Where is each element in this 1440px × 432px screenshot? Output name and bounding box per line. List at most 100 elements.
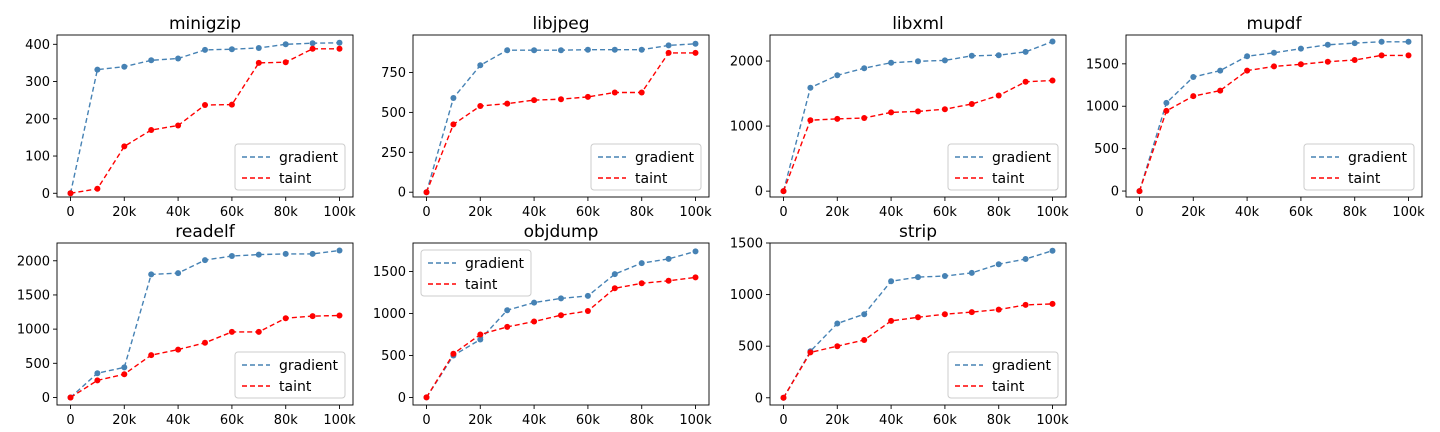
data-point-taint [1324,58,1331,65]
data-point-taint [175,346,182,353]
data-point-gradient [1351,40,1358,47]
x-tick-label: 20k [468,205,493,220]
data-point-taint [834,343,841,350]
legend: gradient taint [947,143,1059,191]
data-point-gradient [558,295,564,302]
data-point-gradient [228,253,235,259]
data-point-taint [504,323,511,330]
data-point-taint [1244,67,1251,74]
data-point-taint [1217,87,1224,94]
x-tick-label: 40k [522,205,547,220]
x-tick-label: 60k [220,205,245,220]
legend-label-gradient: gradient [992,150,1051,166]
legend-label-gradient: gradient [635,150,694,166]
data-point-taint [968,101,975,107]
data-point-gradient [584,46,591,53]
y-tick-label: 2000 [17,254,50,269]
data-point-taint [1022,78,1029,85]
x-tick-label: 60k [1289,205,1314,220]
axes-frame [412,242,710,406]
data-point-gradient [638,46,645,53]
data-point-taint [1351,57,1358,63]
data-point-gradient [941,57,948,64]
data-point-taint [175,122,182,129]
legend-label-taint: taint [1348,171,1381,187]
data-point-gradient [968,52,975,59]
data-point-taint [1049,300,1056,307]
data-point-gradient [309,250,316,257]
data-point-gradient [504,47,511,54]
data-point-gradient [1022,256,1029,262]
y-tick-label: 200 [25,112,50,127]
data-point-taint [692,274,699,281]
data-point-gradient [611,271,618,278]
x-tick-label: 40k [879,205,904,220]
data-point-taint [995,306,1002,313]
data-point-gradient [336,39,343,46]
data-point-gradient [692,248,699,255]
data-point-taint [255,59,262,66]
x-tick-label: 80k [987,413,1012,428]
chart-minigzip: minigzip 0 20k 40k 60k 80k 100k 0 100 200 300 400 gr… [25,14,356,220]
data-point-gradient [665,255,672,262]
chart-libxml: libxml 0 20k 40k 60k 80k 100k 0 1000 2000 gradient… [730,14,1069,220]
data-point-gradient [228,46,235,53]
x-tick-label: 60k [933,205,958,220]
y-tick-label: 500 [381,349,406,364]
legend-label-taint: taint [465,277,498,293]
data-point-gradient [1022,48,1029,55]
x-tick-label: 40k [166,413,191,428]
legend-label-taint: taint [992,171,1025,187]
chart-title: libjpeg [532,14,589,34]
axes-frame [1125,34,1423,198]
data-point-taint [558,96,564,103]
data-point-gradient [941,273,948,279]
data-point-gradient [175,55,182,62]
data-point-taint [1136,188,1143,195]
data-point-taint [861,337,868,343]
y-tick-label: 400 [25,38,50,53]
data-point-taint [336,45,343,52]
x-tick-label: 40k [1235,205,1260,220]
data-point-gradient [888,59,895,66]
data-point-gradient [255,251,262,258]
x-tick-label: 20k [1181,205,1206,220]
data-point-gradient [1297,45,1304,52]
data-point-gradient [148,57,155,64]
data-point-gradient [915,58,921,65]
x-tick-label: 100k [679,205,712,220]
y-tick-label: 0 [755,391,763,406]
chart-title: readelf [175,222,235,242]
data-point-gradient [121,364,128,371]
data-point-taint [450,350,457,357]
x-tick-label: 80k [630,413,655,428]
x-tick-label: 80k [274,205,299,220]
data-point-gradient [611,46,618,53]
data-point-gradient [1324,41,1331,48]
x-tick-label: 0 [422,413,430,428]
data-point-taint [423,394,430,401]
data-point-taint [67,394,74,401]
data-point-taint [94,185,101,192]
legend-label-gradient: gradient [465,256,524,272]
axes-frame [56,242,354,406]
chart-objdump: objdump 0 20k 40k 60k 80k 100k 0 500 1000 1500 grad… [373,222,712,428]
data-point-taint [423,189,430,196]
chart-strip: strip 0 20k 40k 60k 80k 100k 0 500 1000 1500 gradie… [730,222,1069,428]
x-tick-label: 80k [1343,205,1368,220]
data-point-taint [941,311,948,318]
legend-label-gradient: gradient [279,150,338,166]
y-tick-label: 1500 [17,288,50,303]
data-point-taint [121,371,128,378]
legend-label-taint: taint [992,379,1025,395]
data-point-gradient [638,260,645,267]
y-tick-label: 2000 [730,55,763,70]
x-tick-label: 60k [576,413,601,428]
data-point-taint [558,312,564,319]
chart-title: strip [899,222,937,242]
x-tick-label: 0 [66,413,74,428]
data-point-taint [780,394,787,401]
data-point-taint [282,59,289,66]
data-point-gradient [504,307,511,314]
data-point-gradient [477,62,484,69]
